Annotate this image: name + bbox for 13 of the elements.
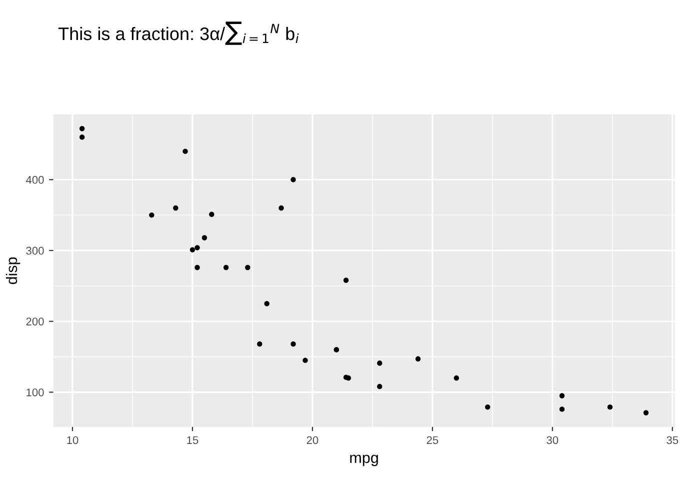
x-tick-label: 35 [666,436,678,444]
x-axis-title: mpg [350,454,378,466]
x-tick-label: 20 [306,436,318,444]
chart-title: This is a fraction: 3α/∑$_{i=1}$$^{N}$ b$_{i}$ [58,22,299,45]
y-tick-label: 300 [26,246,44,255]
x-tick-label: 30 [546,436,558,444]
y-tick-label: 100 [26,388,44,396]
y-axis-title: disp [6,257,20,284]
x-tick-label: 25 [426,436,438,444]
y-tick-label: 400 [26,176,44,184]
x-tick-label: 10 [67,436,78,444]
y-tick-label: 200 [26,318,44,326]
x-tick-label: 15 [187,436,198,444]
